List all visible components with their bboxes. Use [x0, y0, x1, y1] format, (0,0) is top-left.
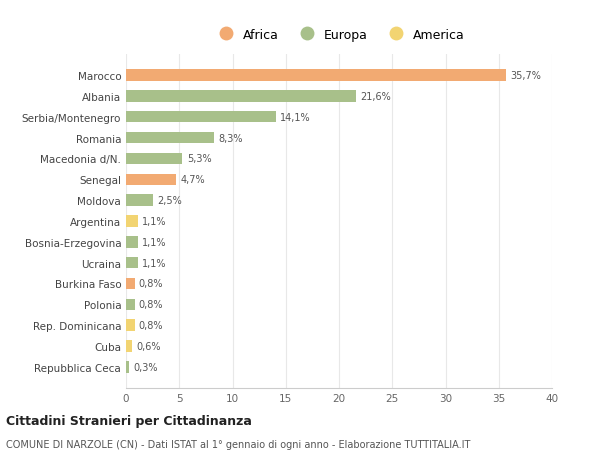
Bar: [126, 91, 356, 102]
Bar: [126, 153, 182, 165]
Bar: [126, 299, 134, 310]
Text: 1,1%: 1,1%: [142, 217, 166, 226]
Text: 0,8%: 0,8%: [139, 300, 163, 310]
Bar: [126, 133, 214, 144]
Text: 5,3%: 5,3%: [187, 154, 211, 164]
Text: 0,6%: 0,6%: [137, 341, 161, 351]
Bar: [126, 320, 134, 331]
Text: 2,5%: 2,5%: [157, 196, 182, 206]
Bar: [126, 257, 138, 269]
Text: 14,1%: 14,1%: [280, 112, 311, 123]
Bar: [126, 341, 133, 352]
Text: COMUNE DI NARZOLE (CN) - Dati ISTAT al 1° gennaio di ogni anno - Elaborazione TU: COMUNE DI NARZOLE (CN) - Dati ISTAT al 1…: [6, 440, 470, 449]
Text: 4,7%: 4,7%: [181, 175, 205, 185]
Text: 8,3%: 8,3%: [218, 133, 243, 143]
Legend: Africa, Europa, America: Africa, Europa, America: [209, 25, 469, 45]
Bar: [126, 112, 276, 123]
Bar: [126, 216, 138, 227]
Text: 1,1%: 1,1%: [142, 258, 166, 268]
Text: 1,1%: 1,1%: [142, 237, 166, 247]
Text: Cittadini Stranieri per Cittadinanza: Cittadini Stranieri per Cittadinanza: [6, 414, 252, 428]
Bar: [126, 70, 506, 82]
Text: 0,3%: 0,3%: [133, 362, 158, 372]
Text: 21,6%: 21,6%: [360, 92, 391, 102]
Bar: [126, 361, 129, 373]
Text: 0,8%: 0,8%: [139, 279, 163, 289]
Text: 35,7%: 35,7%: [511, 71, 541, 81]
Bar: [126, 195, 152, 207]
Text: 0,8%: 0,8%: [139, 320, 163, 330]
Bar: [126, 236, 138, 248]
Bar: [126, 278, 134, 290]
Bar: [126, 174, 176, 185]
